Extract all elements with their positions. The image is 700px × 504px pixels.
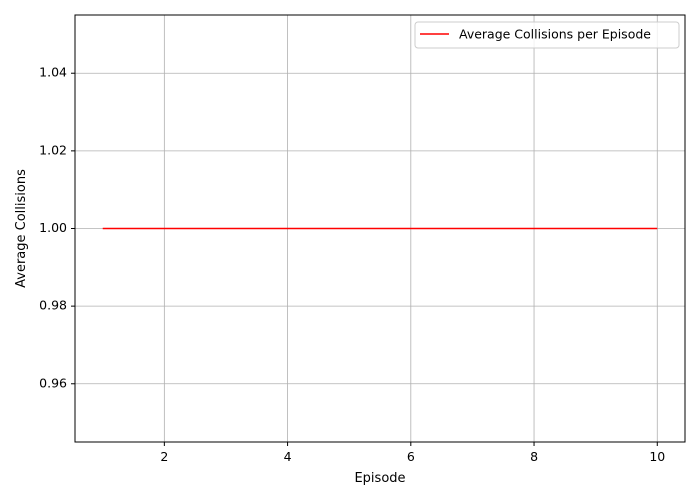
x-axis-label: Episode [354,471,405,486]
y-axis-label: Average Collisions [14,169,29,288]
x-tick-label: 2 [160,449,168,464]
y-axis-ticks: 0.96 0.98 1.00 1.02 1.04 [39,65,75,390]
y-tick-label: 0.98 [39,298,67,313]
y-tick-label: 1.02 [39,142,67,157]
x-tick-label: 6 [407,449,415,464]
legend-label: Average Collisions per Episode [459,27,651,42]
x-axis-ticks: 2 4 6 8 10 [160,442,665,464]
y-tick-label: 1.04 [39,65,67,80]
legend: Average Collisions per Episode [414,21,680,49]
y-tick-label: 1.00 [39,220,67,235]
y-tick-label: 0.96 [39,375,67,390]
legend-box [414,21,680,49]
x-tick-label: 10 [649,449,665,464]
x-tick-label: 4 [284,449,292,464]
x-tick-label: 8 [530,449,538,464]
